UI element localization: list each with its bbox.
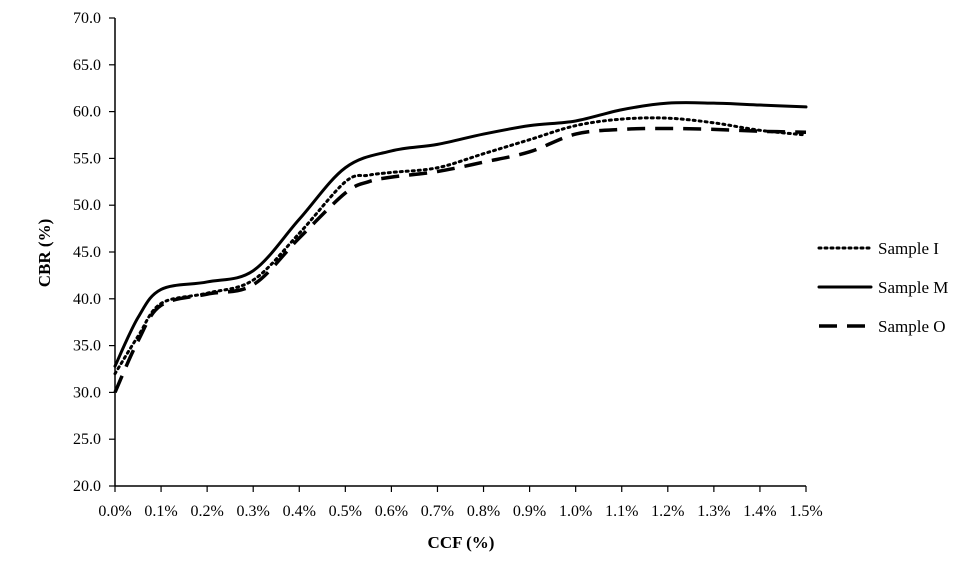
x-tick-label: 1.0% xyxy=(559,503,592,520)
x-tick-label: 0.4% xyxy=(283,503,316,520)
y-tick-label: 35.0 xyxy=(73,338,101,355)
series-line-sample-o xyxy=(113,126,807,394)
y-tick-label: 40.0 xyxy=(73,291,101,308)
series-line-sample-i xyxy=(113,116,808,376)
x-tick-label: 1.2% xyxy=(651,503,684,520)
x-tick-label: 0.2% xyxy=(190,503,223,520)
y-tick-label: 50.0 xyxy=(73,197,101,214)
series-line-sample-m xyxy=(113,101,808,368)
axis-ticks xyxy=(109,17,807,492)
x-tick-label: 0.1% xyxy=(144,503,177,520)
y-tick-label: 20.0 xyxy=(73,478,101,495)
y-tick-label: 30.0 xyxy=(73,384,101,401)
x-tick-label: 0.0% xyxy=(98,503,131,520)
x-tick-label: 0.9% xyxy=(513,503,546,520)
x-tick-labels: 0.0% 0.1% 0.2% 0.3% 0.4% 0.5% 0.6% 0.7% 0.8% 0.9%… xyxy=(98,503,822,520)
legend-label: Sample M xyxy=(878,278,948,297)
legend: Sample I Sample M Sample O xyxy=(817,239,948,336)
y-tick-label: 65.0 xyxy=(73,57,101,74)
x-tick-label: 0.8% xyxy=(467,503,500,520)
x-tick-label: 0.5% xyxy=(329,503,362,520)
x-tick-label: 0.3% xyxy=(237,503,270,520)
y-tick-label: 45.0 xyxy=(73,244,101,261)
x-axis-title: CCF (%) xyxy=(428,533,495,552)
x-tick-label: 1.3% xyxy=(697,503,730,520)
series-lines xyxy=(113,101,808,394)
x-tick-label: 1.4% xyxy=(743,503,776,520)
y-axis-title: CBR (%) xyxy=(35,219,54,287)
y-tick-label: 55.0 xyxy=(73,150,101,167)
legend-label: Sample I xyxy=(878,239,939,258)
y-tick-label: 25.0 xyxy=(73,431,101,448)
x-tick-label: 1.5% xyxy=(789,503,822,520)
y-tick-label: 70.0 xyxy=(73,10,101,27)
y-tick-labels: 20.0 25.0 30.0 35.0 40.0 45.0 50.0 55.0 60.0 65.0… xyxy=(73,10,101,495)
legend-label: Sample O xyxy=(878,317,946,336)
y-tick-label: 60.0 xyxy=(73,104,101,121)
x-tick-label: 0.6% xyxy=(375,503,408,520)
x-tick-label: 1.1% xyxy=(605,503,638,520)
x-tick-label: 0.7% xyxy=(421,503,454,520)
